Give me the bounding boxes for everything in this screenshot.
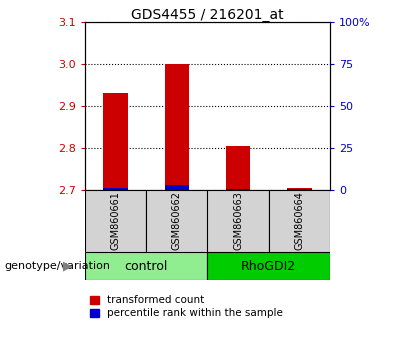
Text: ▶: ▶ bbox=[63, 259, 73, 273]
Bar bbox=[165, 64, 189, 190]
Text: GSM860663: GSM860663 bbox=[233, 192, 243, 250]
Bar bbox=[269, 190, 330, 252]
Bar bbox=[165, 185, 189, 190]
Bar bbox=[226, 146, 250, 190]
Text: GSM860662: GSM860662 bbox=[172, 192, 182, 251]
Bar bbox=[85, 252, 207, 280]
Text: GSM860664: GSM860664 bbox=[294, 192, 304, 250]
Text: RhoGDI2: RhoGDI2 bbox=[241, 259, 297, 273]
Bar bbox=[226, 189, 250, 190]
Legend: transformed count, percentile rank within the sample: transformed count, percentile rank withi… bbox=[90, 295, 283, 318]
Text: genotype/variation: genotype/variation bbox=[4, 261, 110, 271]
Bar bbox=[207, 190, 269, 252]
Text: GSM860661: GSM860661 bbox=[110, 192, 121, 250]
Bar bbox=[103, 93, 128, 190]
Bar bbox=[287, 188, 312, 190]
Bar bbox=[103, 188, 128, 190]
Text: GDS4455 / 216201_at: GDS4455 / 216201_at bbox=[131, 8, 284, 22]
Bar bbox=[287, 189, 312, 190]
Bar bbox=[146, 190, 207, 252]
Text: control: control bbox=[125, 259, 168, 273]
Bar bbox=[85, 190, 146, 252]
Bar bbox=[207, 252, 330, 280]
